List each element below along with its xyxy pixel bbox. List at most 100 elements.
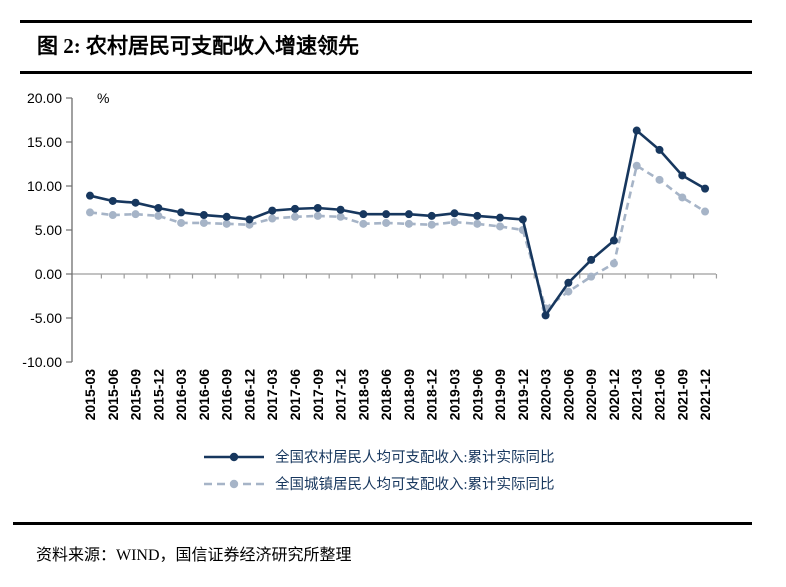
rural-series-marker — [313, 204, 322, 212]
rural-series-legend-line-icon — [204, 452, 264, 461]
rural-series-line — [89, 128, 706, 319]
rural-series-marker — [336, 205, 345, 214]
x-axis-tick-label: 2015-09 — [128, 369, 144, 421]
x-axis-tick-label: 2015-12 — [150, 369, 166, 421]
urban-series-legend-line-icon — [204, 479, 264, 488]
rural-series-marker — [609, 236, 618, 245]
urban-series-marker — [359, 219, 368, 228]
footer-rule — [13, 522, 752, 525]
x-axis-tick-label: 2020-03 — [538, 369, 554, 421]
income-growth-line-chart: 20.00 15.00 10.00 5.00 0.00 -5.00 -10.00 2015-0… — [22, 90, 718, 421]
x-axis-tick-label: 2018-09 — [401, 369, 417, 421]
rural-series-marker — [245, 215, 254, 224]
x-axis-tick-label: 2018-12 — [424, 369, 440, 421]
rural-series-marker — [655, 145, 664, 154]
x-axis-tick-label: 2018-03 — [355, 369, 371, 421]
urban-series-marker — [564, 287, 573, 296]
urban-series-marker — [632, 161, 641, 170]
x-axis-tick-label: 2020-06 — [560, 369, 576, 421]
x-axis-tick-label: 2016-09 — [219, 369, 235, 421]
y-axis-tick-label: 5.00 — [35, 222, 62, 238]
rural-series-marker — [450, 209, 459, 218]
rural-series-marker — [382, 210, 391, 219]
x-axis-tick-label: 2020-09 — [583, 369, 599, 421]
x-axis-tick-label: 2017-12 — [333, 369, 349, 421]
urban-series-marker — [496, 222, 505, 231]
urban-series-marker — [678, 193, 687, 202]
rural-series-marker — [427, 211, 436, 220]
data-source-note: 资料来源：WIND，国信证券经济研究所整理 — [36, 547, 352, 564]
urban-series-marker — [336, 212, 345, 221]
x-axis-tick-label: 2017-03 — [264, 369, 280, 421]
rural-series-marker — [496, 213, 505, 222]
rural-series-marker — [587, 255, 596, 264]
y-axis-tick-label: -10.00 — [22, 354, 62, 370]
title-top-rule — [20, 20, 752, 23]
urban-series-marker — [108, 211, 117, 220]
x-axis-tick-label: 2015-06 — [105, 369, 121, 421]
y-axis-tick-label: 15.00 — [27, 134, 62, 150]
x-axis-tick-label: 2021-03 — [629, 369, 645, 421]
y-axis-tick-label: 0.00 — [35, 266, 62, 282]
title-bottom-rule — [20, 71, 752, 74]
x-axis-tick-label: 2021-12 — [697, 369, 713, 421]
y-axis-tick-label: 10.00 — [27, 178, 62, 194]
rural-series-marker — [564, 278, 573, 287]
urban-series-marker — [473, 219, 482, 228]
urban-series-marker — [404, 219, 413, 228]
urban-series-marker — [199, 218, 208, 227]
x-axis-tick-label: 2017-09 — [310, 369, 326, 421]
x-axis-tick-label: 2019-06 — [469, 369, 485, 421]
rural-series-marker — [177, 208, 186, 217]
urban-series-marker — [131, 210, 140, 219]
x-axis-tick-label: 2019-09 — [492, 369, 508, 421]
rural-series-marker — [222, 212, 231, 221]
y-axis-tick-label: -5.00 — [30, 310, 62, 326]
urban-series-marker — [86, 208, 94, 217]
x-axis-tick-label: 2017-06 — [287, 369, 303, 421]
rural-series-marker — [701, 184, 710, 193]
rural-series-marker — [473, 211, 482, 220]
legend-item-rural: 全国农村居民人均可支配收入:累计实际同比 — [163, 443, 623, 470]
rural-series-marker — [154, 204, 163, 212]
urban-series-marker — [701, 207, 710, 216]
x-axis-tick-label: 2016-06 — [196, 369, 212, 421]
urban-series-marker — [222, 219, 231, 228]
x-axis-tick-label: 2019-12 — [515, 369, 531, 421]
y-axis-unit-label: % — [97, 90, 110, 106]
urban-series-marker — [609, 259, 618, 268]
rural-series-marker — [518, 215, 527, 224]
rural-series-marker — [404, 210, 413, 219]
figure-title: 图 2: 农村居民可支配收入增速领先 — [37, 34, 359, 58]
urban-series-line — [89, 163, 706, 311]
x-axis-tick-label: 2021-06 — [652, 369, 668, 421]
urban-series-marker — [313, 211, 322, 220]
x-axis-tick-label: 2016-03 — [173, 369, 189, 421]
urban-series-marker — [427, 220, 436, 229]
legend-item-urban: 全国城镇居民人均可支配收入:累计实际同比 — [163, 470, 623, 497]
chart-legend: 全国农村居民人均可支配收入:累计实际同比 全国城镇居民人均可支配收入:累计实际同… — [0, 443, 786, 497]
urban-series-marker — [291, 212, 300, 221]
x-axis-tick-label: 2018-06 — [378, 369, 394, 421]
x-axis-tick-label: 2016-12 — [241, 369, 257, 421]
rural-series-marker — [268, 206, 277, 215]
y-axis-tick-label: 20.00 — [27, 90, 62, 106]
urban-series-marker — [587, 272, 596, 281]
rural-series-marker — [108, 196, 117, 205]
x-axis-tick-label: 2019-03 — [446, 369, 462, 421]
x-axis-tick-label: 2015-03 — [82, 369, 98, 421]
legend-label-urban: 全国城镇居民人均可支配收入:累计实际同比 — [275, 477, 555, 493]
rural-series-marker — [86, 191, 94, 200]
legend-label-rural: 全国农村居民人均可支配收入:累计实际同比 — [275, 450, 555, 466]
rural-series-marker — [359, 210, 368, 219]
rural-series-marker — [632, 126, 641, 135]
x-axis-tick-label: 2020-12 — [606, 369, 622, 421]
rural-series-marker — [131, 198, 140, 207]
urban-series-marker — [268, 214, 277, 223]
rural-series-marker — [678, 171, 687, 180]
urban-series-marker — [655, 175, 664, 184]
rural-series-marker — [199, 211, 208, 220]
rural-series-marker — [291, 204, 300, 213]
urban-series-marker — [177, 218, 186, 227]
